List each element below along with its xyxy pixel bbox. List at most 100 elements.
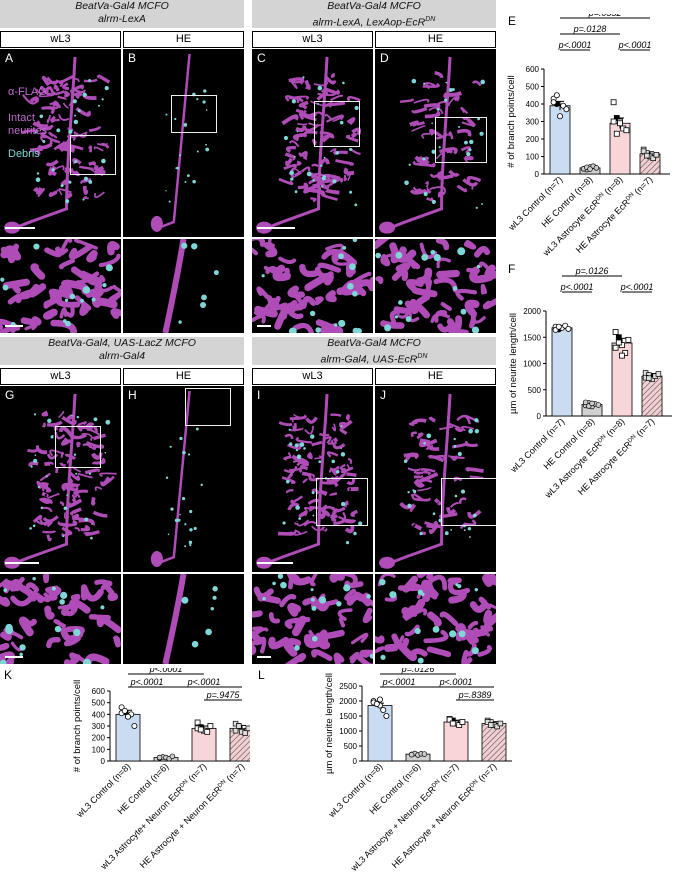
image-h-image bbox=[150, 390, 203, 567]
comparison-label: p=.8389 bbox=[458, 690, 492, 700]
data-point bbox=[610, 99, 617, 106]
panel-letter-c: C bbox=[257, 51, 266, 65]
image-g-zoom-scale-bar bbox=[5, 656, 23, 658]
data-point bbox=[617, 120, 623, 127]
image-g-zoom bbox=[0, 574, 121, 664]
bar bbox=[191, 727, 217, 762]
legend-flag: α-FLAG bbox=[8, 86, 47, 98]
y-tick-label: 2500 bbox=[339, 682, 357, 691]
data-point bbox=[646, 375, 652, 381]
header-ij-sup: DN bbox=[417, 353, 428, 360]
panel-letter-j: J bbox=[380, 388, 386, 402]
panel-letter-h: H bbox=[128, 388, 137, 402]
header-gh-line1: BeatVa-Gal4, UAS-LacZ MCFO bbox=[48, 337, 196, 349]
image-g-zoom-image bbox=[0, 574, 121, 664]
comparison-label: p<.0001 bbox=[558, 40, 592, 50]
comparison-label: p<.0001 bbox=[618, 40, 652, 50]
image-c-zoom bbox=[252, 239, 373, 333]
data-point bbox=[613, 115, 620, 121]
image-d-zoom-box bbox=[435, 117, 487, 163]
image-g-zoom-box bbox=[55, 426, 101, 468]
data-point bbox=[625, 336, 632, 343]
data-point bbox=[236, 723, 242, 729]
image-j-zoom bbox=[375, 574, 496, 664]
image-h-zoom bbox=[123, 574, 244, 664]
header-cd: BeatVa-Gal4 MCFO alrm-LexA, LexAop-EcRDN bbox=[252, 0, 496, 29]
y-tick-label: 400 bbox=[92, 710, 106, 719]
image-c-image bbox=[256, 56, 362, 234]
data-point bbox=[197, 726, 204, 733]
comparison-label: p=.0128 bbox=[573, 24, 607, 34]
data-point bbox=[484, 719, 491, 725]
header-cd-line2: alrm-LexA, LexAop-EcR bbox=[312, 16, 426, 29]
data-point bbox=[373, 701, 380, 708]
y-tick-label: 300 bbox=[526, 118, 540, 127]
legend-debris: Debris bbox=[8, 148, 40, 160]
y-tick-label: 600 bbox=[92, 687, 106, 696]
bar bbox=[443, 721, 469, 762]
y-tick-label: 300 bbox=[92, 722, 106, 731]
tab-he-h: HE bbox=[123, 368, 244, 385]
data-point bbox=[615, 334, 622, 341]
data-point bbox=[194, 719, 201, 726]
image-i-zoom-box bbox=[316, 478, 368, 526]
image-i bbox=[252, 386, 373, 572]
data-point bbox=[557, 113, 564, 120]
y-tick-label: 200 bbox=[92, 734, 106, 743]
y-tick-label: 0 bbox=[353, 757, 358, 766]
tab-wl3-i: wL3 bbox=[252, 368, 373, 385]
data-point bbox=[623, 127, 630, 134]
y-tick-label: 100 bbox=[526, 153, 540, 162]
data-point bbox=[421, 751, 428, 757]
y-tick-label: 100 bbox=[92, 745, 106, 754]
panel-letter-l: L bbox=[258, 668, 265, 682]
y-tick-label: 1500 bbox=[523, 333, 541, 342]
image-c-zoom-box bbox=[314, 101, 360, 147]
panel-letter-d: D bbox=[380, 51, 389, 65]
data-point bbox=[232, 727, 239, 734]
y-tick-label: 500 bbox=[528, 386, 542, 395]
data-point bbox=[169, 753, 176, 760]
y-tick-label: 1000 bbox=[339, 727, 357, 736]
comparison-label: p<.0001 bbox=[130, 677, 164, 687]
image-j bbox=[375, 386, 496, 572]
panel-letter-k: K bbox=[4, 668, 13, 682]
bar bbox=[115, 713, 141, 762]
data-point bbox=[242, 730, 248, 736]
image-a-image bbox=[4, 56, 111, 234]
bar bbox=[551, 327, 573, 417]
data-point bbox=[613, 130, 620, 137]
tab-wl3-a: wL3 bbox=[0, 31, 121, 48]
y-axis-label: µm of neurite length/cell bbox=[324, 673, 335, 774]
comparison-label: p=.0126 bbox=[401, 668, 435, 674]
image-a bbox=[0, 49, 121, 237]
image-c-zoom-image bbox=[252, 239, 373, 333]
image-b-zoom bbox=[123, 239, 244, 333]
image-i-scale-bar bbox=[257, 562, 293, 564]
x-tick-label: HE Control (n=8) bbox=[539, 174, 594, 229]
image-d bbox=[375, 49, 496, 237]
data-point bbox=[563, 106, 570, 113]
data-point bbox=[121, 707, 128, 714]
data-point bbox=[204, 728, 211, 735]
image-j-image bbox=[379, 393, 484, 569]
bar bbox=[481, 723, 507, 762]
image-a-zoom-scale-bar bbox=[5, 325, 23, 327]
data-point bbox=[610, 118, 617, 125]
bar bbox=[641, 375, 663, 417]
image-b bbox=[123, 49, 244, 237]
image-d-zoom bbox=[375, 239, 496, 333]
panel-letter-a: A bbox=[5, 51, 14, 65]
header-ij-line1: BeatVa-Gal4 MCFO bbox=[327, 337, 421, 349]
tab-wl3-c: wL3 bbox=[252, 31, 373, 48]
chart-e: 0 100 200 300 400 500 600 # of branch points/ce… bbox=[506, 14, 670, 258]
chart-k: 0 100 200 300 400 500 600 # of branch points/ce… bbox=[72, 668, 250, 872]
panel-letter-e: E bbox=[508, 14, 517, 28]
data-point bbox=[555, 323, 562, 330]
y-tick-label: 500 bbox=[526, 83, 540, 92]
data-point bbox=[380, 707, 387, 714]
header-ij: BeatVa-Gal4 MCFO alrm-Gal4, UAS-EcRDN bbox=[252, 337, 496, 366]
image-c-scale-bar bbox=[257, 227, 295, 229]
y-tick-label: 0 bbox=[535, 170, 540, 179]
data-point bbox=[650, 155, 656, 162]
